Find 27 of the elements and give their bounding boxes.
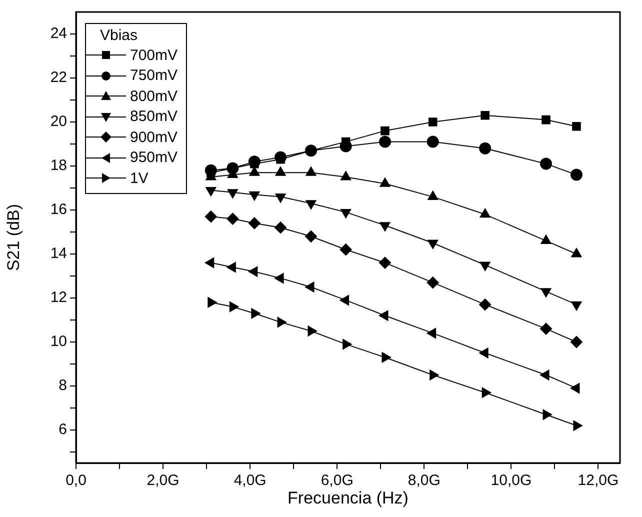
x-tick-label: 4,0G: [234, 472, 266, 490]
x-tick-label: 10,0G: [490, 472, 532, 490]
x-tick-label: 2,0G: [146, 472, 180, 490]
legend-label: 900mV: [130, 128, 178, 146]
legend-label: 950mV: [130, 149, 178, 166]
y-tick-label: 12: [50, 289, 67, 306]
x-tick-label: 0,0: [66, 472, 86, 490]
legend-title: Vbias: [99, 27, 139, 44]
y-tick-label: 10: [50, 333, 67, 350]
x-tick-label: 6,0G: [320, 472, 354, 490]
legend-label: 750mV: [130, 67, 178, 84]
legend-label: 1V: [130, 170, 148, 187]
y-tick-label: 20: [50, 113, 67, 130]
x-tick-label: 8,0G: [408, 472, 440, 490]
y-axis-title: S21 (dB): [4, 204, 23, 272]
legend-label: 700mV: [130, 46, 178, 64]
legend-label: 850mV: [130, 108, 178, 126]
x-axis-title: Frecuencia (Hz): [288, 488, 408, 508]
y-tick-label: 22: [50, 69, 67, 86]
y-tick-label: 6: [58, 421, 67, 438]
y-tick-label: 14: [50, 245, 67, 262]
legend-label: 800mV: [130, 88, 178, 105]
y-tick-label: 18: [50, 157, 67, 174]
x-tick-label: 12,0G: [578, 472, 619, 490]
y-tick-label: 24: [50, 25, 67, 42]
y-tick-label: 8: [58, 377, 67, 394]
y-tick-label: 16: [50, 201, 67, 218]
